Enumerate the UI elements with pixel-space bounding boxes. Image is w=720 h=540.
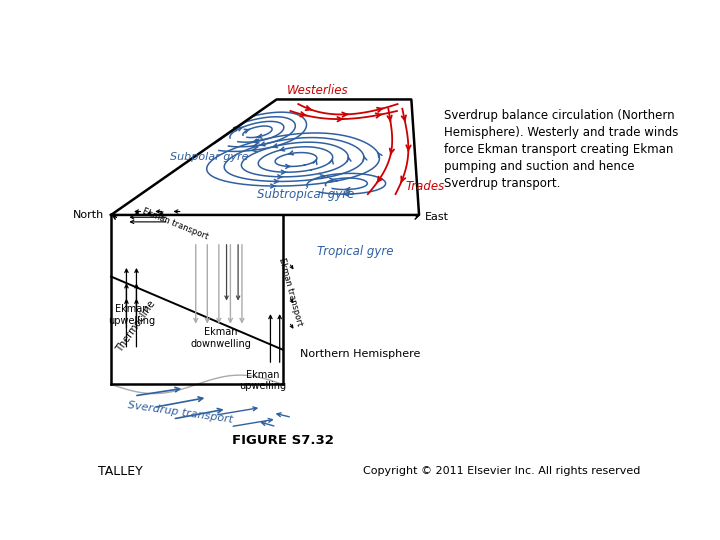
Text: Thermocline: Thermocline xyxy=(115,299,158,354)
Text: Ekman
upwelling: Ekman upwelling xyxy=(108,304,156,326)
Text: Tropical gyre: Tropical gyre xyxy=(317,245,393,258)
Text: Sverdrup transport: Sverdrup transport xyxy=(127,401,233,425)
Text: Trades: Trades xyxy=(406,180,445,193)
Text: Ekman
downwelling: Ekman downwelling xyxy=(191,327,251,349)
Text: FIGURE S7.32: FIGURE S7.32 xyxy=(232,434,333,447)
Text: Sverdrup balance circulation (Northern
Hemisphere). Westerly and trade winds
for: Sverdrup balance circulation (Northern H… xyxy=(444,110,679,191)
Text: Copyright © 2011 Elsevier Inc. All rights reserved: Copyright © 2011 Elsevier Inc. All right… xyxy=(363,467,640,476)
Text: Westerlies: Westerlies xyxy=(287,84,348,97)
Text: Ekman
upwelling: Ekman upwelling xyxy=(239,370,287,392)
Text: East: East xyxy=(426,212,449,222)
Text: Subpolar gyre: Subpolar gyre xyxy=(170,152,248,162)
Text: North: North xyxy=(73,210,104,220)
Text: Subtropical gyre: Subtropical gyre xyxy=(257,188,354,201)
Text: Ekman transport: Ekman transport xyxy=(140,207,210,241)
Text: Ekman transport: Ekman transport xyxy=(277,257,304,327)
Text: TALLEY: TALLEY xyxy=(98,465,143,478)
Text: Northern Hemisphere: Northern Hemisphere xyxy=(300,348,420,359)
